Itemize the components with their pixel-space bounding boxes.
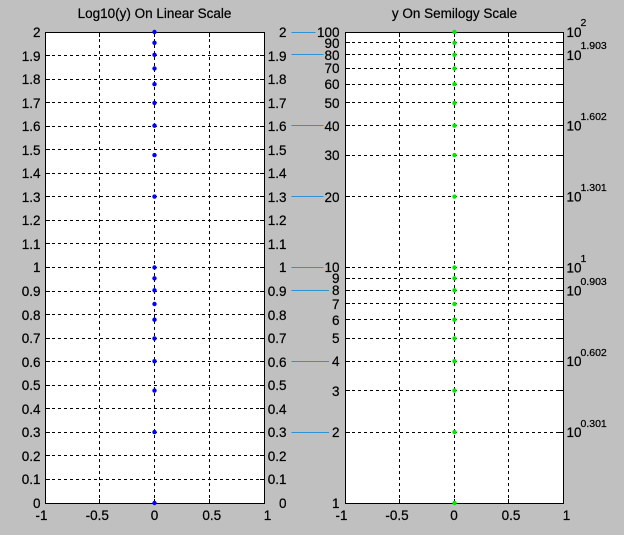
svg-text:1.9: 1.9 xyxy=(22,49,41,64)
svg-text:1.2: 1.2 xyxy=(268,213,287,228)
svg-text:0: 0 xyxy=(450,508,458,523)
svg-text:7: 7 xyxy=(332,297,340,312)
svg-text:5: 5 xyxy=(332,331,340,346)
svg-text:0.2: 0.2 xyxy=(22,449,41,464)
svg-text:1.7: 1.7 xyxy=(268,96,287,111)
svg-text:0.6: 0.6 xyxy=(268,355,287,370)
svg-text:1.3: 1.3 xyxy=(22,190,41,205)
svg-text:0.903: 0.903 xyxy=(581,276,607,288)
svg-text:10: 10 xyxy=(567,119,582,134)
svg-text:9: 9 xyxy=(332,271,340,286)
svg-text:1.1: 1.1 xyxy=(268,237,287,252)
svg-text:0: 0 xyxy=(279,496,287,511)
svg-text:50: 50 xyxy=(324,96,339,111)
svg-text:0.6: 0.6 xyxy=(22,355,41,370)
svg-text:10: 10 xyxy=(567,283,582,298)
svg-text:1.6: 1.6 xyxy=(22,119,41,134)
svg-text:-0.5: -0.5 xyxy=(385,508,408,523)
svg-text:80: 80 xyxy=(324,48,339,63)
svg-text:4: 4 xyxy=(332,354,340,369)
svg-text:100: 100 xyxy=(317,25,340,40)
svg-text:2: 2 xyxy=(279,25,287,40)
svg-text:10: 10 xyxy=(567,354,582,369)
svg-text:1.9: 1.9 xyxy=(268,49,287,64)
svg-text:-0.5: -0.5 xyxy=(86,508,109,523)
svg-text:0.9: 0.9 xyxy=(268,284,287,299)
svg-text:1: 1 xyxy=(33,260,41,275)
svg-text:0.2: 0.2 xyxy=(268,449,287,464)
svg-text:10: 10 xyxy=(567,425,582,440)
svg-text:1.4: 1.4 xyxy=(22,166,41,181)
svg-text:0.5: 0.5 xyxy=(268,378,287,393)
svg-text:6: 6 xyxy=(332,313,340,328)
svg-text:0.1: 0.1 xyxy=(22,472,41,487)
svg-text:1.8: 1.8 xyxy=(268,72,287,87)
svg-text:0: 0 xyxy=(151,508,159,523)
svg-text:0.4: 0.4 xyxy=(268,402,287,417)
svg-text:10: 10 xyxy=(567,25,582,40)
svg-text:1.301: 1.301 xyxy=(581,182,607,194)
svg-text:1.3: 1.3 xyxy=(268,190,287,205)
svg-text:1: 1 xyxy=(279,260,287,275)
svg-text:0.8: 0.8 xyxy=(22,308,41,323)
svg-text:0.301: 0.301 xyxy=(581,418,607,430)
svg-text:10: 10 xyxy=(567,261,582,276)
svg-text:3: 3 xyxy=(332,384,340,399)
svg-text:1.5: 1.5 xyxy=(268,143,287,158)
svg-text:1.6: 1.6 xyxy=(268,119,287,134)
svg-text:1: 1 xyxy=(332,496,340,511)
svg-text:1.7: 1.7 xyxy=(22,96,41,111)
svg-text:30: 30 xyxy=(324,148,339,163)
svg-text:60: 60 xyxy=(324,77,339,92)
svg-text:0.3: 0.3 xyxy=(22,425,41,440)
svg-text:0.1: 0.1 xyxy=(268,472,287,487)
svg-text:0: 0 xyxy=(33,496,41,511)
svg-text:1.8: 1.8 xyxy=(22,72,41,87)
svg-text:1.602: 1.602 xyxy=(581,111,607,123)
svg-text:70: 70 xyxy=(324,61,339,76)
svg-text:90: 90 xyxy=(324,36,339,51)
svg-text:2: 2 xyxy=(332,425,340,440)
svg-text:1: 1 xyxy=(563,508,571,523)
svg-text:0.7: 0.7 xyxy=(22,331,41,346)
svg-text:10: 10 xyxy=(567,190,582,205)
svg-text:1.4: 1.4 xyxy=(268,166,287,181)
svg-text:Log10(y) On Linear Scale: Log10(y) On Linear Scale xyxy=(78,6,232,21)
svg-text:2: 2 xyxy=(33,25,41,40)
svg-text:1.5: 1.5 xyxy=(22,143,41,158)
svg-text:1.2: 1.2 xyxy=(22,213,41,228)
svg-text:0.5: 0.5 xyxy=(502,508,521,523)
svg-text:40: 40 xyxy=(324,119,339,134)
svg-text:-1: -1 xyxy=(35,508,47,523)
svg-text:20: 20 xyxy=(324,190,339,205)
svg-text:0.5: 0.5 xyxy=(202,508,221,523)
svg-text:10: 10 xyxy=(567,48,582,63)
svg-text:0.8: 0.8 xyxy=(268,308,287,323)
svg-text:1: 1 xyxy=(581,253,587,265)
svg-text:0.7: 0.7 xyxy=(268,331,287,346)
svg-text:8: 8 xyxy=(332,283,340,298)
svg-text:0.602: 0.602 xyxy=(581,347,607,359)
svg-text:1.1: 1.1 xyxy=(22,237,41,252)
svg-text:y On Semilogy Scale: y On Semilogy Scale xyxy=(392,6,517,21)
svg-text:2: 2 xyxy=(581,17,587,29)
svg-text:0.3: 0.3 xyxy=(268,425,287,440)
svg-text:0.9: 0.9 xyxy=(22,284,41,299)
svg-text:10: 10 xyxy=(324,260,339,275)
svg-text:0.5: 0.5 xyxy=(22,378,41,393)
svg-text:1: 1 xyxy=(264,508,272,523)
svg-text:0.4: 0.4 xyxy=(22,402,41,417)
svg-text:-1: -1 xyxy=(335,508,347,523)
svg-text:1.903: 1.903 xyxy=(581,40,607,52)
